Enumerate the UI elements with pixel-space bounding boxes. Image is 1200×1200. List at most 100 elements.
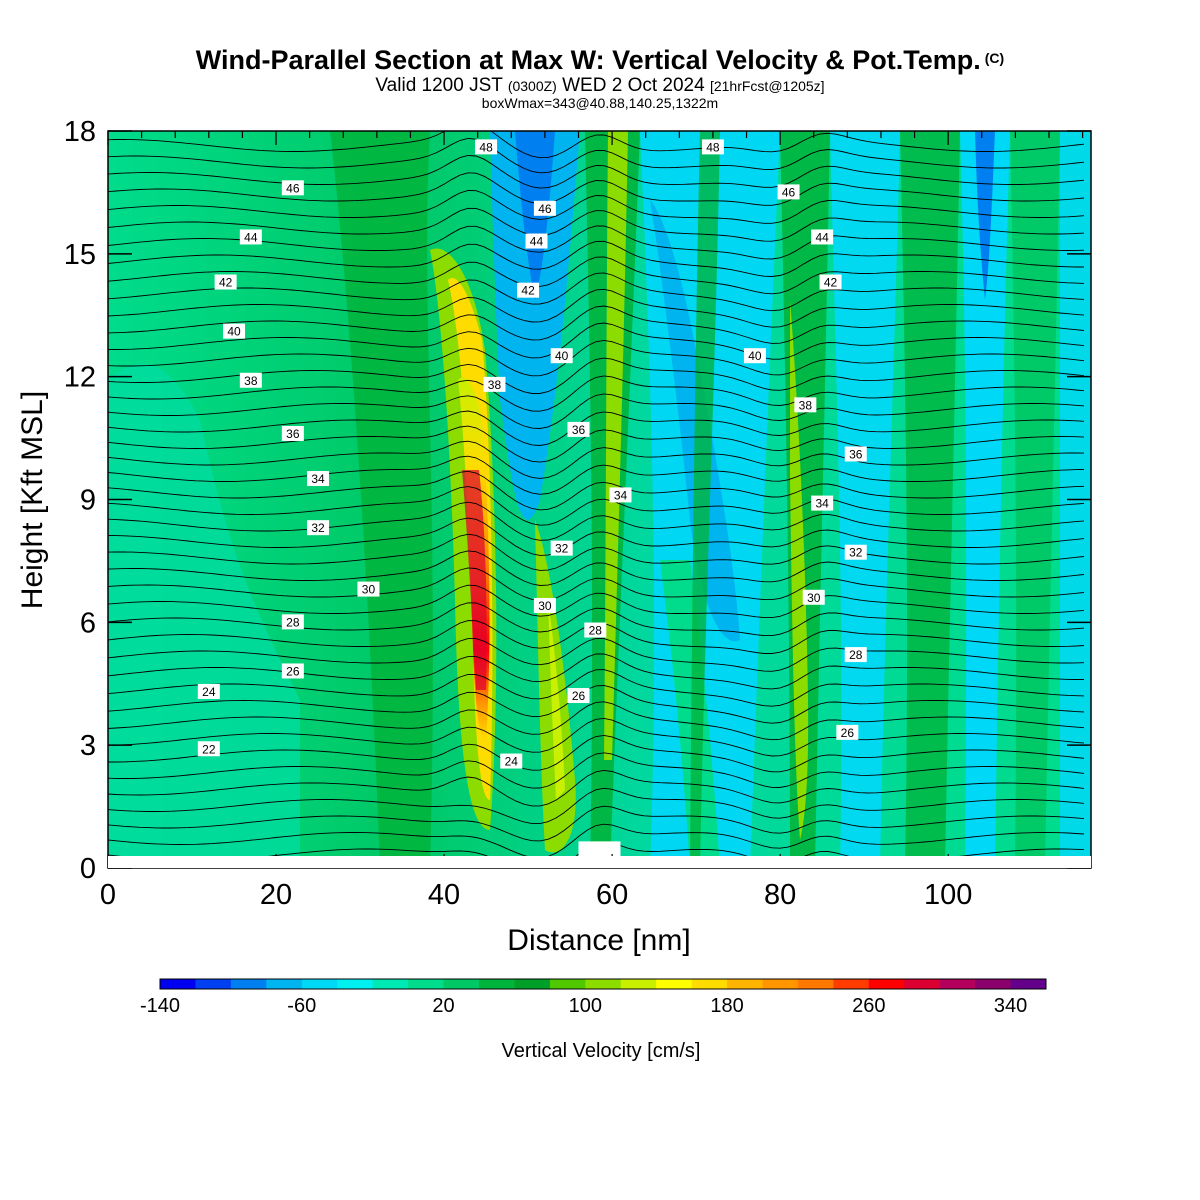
theta-label-box bbox=[307, 520, 330, 536]
theta-label: 48 bbox=[706, 140, 720, 154]
theta-label-box bbox=[811, 495, 834, 511]
theta-label: 24 bbox=[202, 685, 216, 699]
box-wmax-info: boxWmax=343@40.88,140.25,1322m bbox=[481, 95, 719, 111]
theta-label-box bbox=[844, 647, 867, 663]
theta-label: 46 bbox=[538, 202, 552, 216]
theta-isentrope-line bbox=[108, 137, 1085, 174]
theta-label: 34 bbox=[614, 488, 628, 502]
colorbar-swatch bbox=[727, 979, 763, 989]
title-block: Wind-Parallel Section at Max W: Vertical… bbox=[0, 42, 1200, 111]
colorbar-swatch bbox=[656, 979, 693, 989]
theta-isentrope-line bbox=[108, 410, 1085, 446]
theta-label-box bbox=[517, 282, 540, 298]
theta-label-box bbox=[281, 180, 304, 196]
theta-label-box bbox=[214, 274, 237, 290]
copyright-mark: (C) bbox=[984, 50, 1005, 66]
theta-isentrope-line bbox=[108, 225, 1085, 260]
x-tick-label: 0 bbox=[100, 879, 116, 911]
theta-label: 40 bbox=[227, 325, 241, 339]
theta-label-box bbox=[567, 688, 590, 704]
theta-label-box bbox=[811, 229, 834, 245]
theta-isentrope-line bbox=[108, 717, 1085, 757]
colorbar-tick-label: 340 bbox=[994, 995, 1027, 1017]
theta-label-box bbox=[844, 544, 867, 560]
colorbar-frame bbox=[159, 978, 1047, 990]
theta-label: 32 bbox=[849, 546, 863, 560]
theta-label-box bbox=[475, 139, 498, 155]
theta-label: 44 bbox=[530, 235, 544, 249]
theta-label: 24 bbox=[505, 755, 519, 769]
chart-title: Wind-Parallel Section at Max W: Vertical… bbox=[195, 45, 1005, 75]
y-tick-label: 18 bbox=[64, 116, 96, 148]
theta-isentrope-line bbox=[108, 425, 1085, 463]
vertical-velocity-field bbox=[108, 131, 1091, 868]
theta-isentrope-line bbox=[108, 339, 1085, 377]
colorbar-swatch bbox=[337, 979, 374, 989]
theta-label-box bbox=[197, 683, 220, 699]
theta-isentrope-line bbox=[108, 240, 1084, 277]
colorbar-swatch bbox=[904, 979, 941, 989]
theta-label: 36 bbox=[849, 447, 863, 461]
colorbar-swatch bbox=[975, 979, 1012, 989]
theta-isentrope-line bbox=[108, 288, 1085, 328]
theta-label-box bbox=[525, 233, 548, 249]
colorbar-swatch bbox=[301, 979, 338, 989]
theta-label: 36 bbox=[286, 427, 300, 441]
theta-label: 44 bbox=[244, 230, 258, 244]
theta-isentrope-line bbox=[108, 533, 1085, 571]
theta-isentrope-line bbox=[108, 567, 1085, 602]
colorbar: -140 -60 20 100 180 260 340 bbox=[140, 978, 1047, 1017]
colorbar-swatch bbox=[408, 979, 445, 989]
x-tick-label: 20 bbox=[260, 879, 292, 911]
theta-isentrope-line bbox=[108, 470, 1085, 511]
x-axis-label: Distance [nm] bbox=[507, 924, 690, 957]
theta-label-box bbox=[223, 323, 246, 339]
colorbar-swatch bbox=[585, 979, 622, 989]
theta-label: 28 bbox=[589, 624, 603, 638]
theta-isentrope-line bbox=[108, 256, 1085, 295]
theta-label-box bbox=[550, 540, 573, 556]
theta-label: 40 bbox=[748, 349, 762, 363]
theta-label: 34 bbox=[815, 497, 829, 511]
theta-label-box bbox=[307, 471, 330, 487]
theta-isentrope-line bbox=[108, 486, 1085, 526]
theta-isentrope-line bbox=[108, 190, 1085, 224]
theta-isentrope-line bbox=[108, 584, 1085, 619]
colorbar-tick-label: 100 bbox=[569, 995, 602, 1017]
theta-label: 32 bbox=[311, 521, 325, 535]
theta-label-box bbox=[701, 139, 724, 155]
theta-isentrope-line bbox=[108, 805, 1085, 842]
theta-isentrope-line bbox=[108, 322, 1085, 360]
theta-label: 42 bbox=[219, 275, 233, 289]
theta-label: 30 bbox=[362, 583, 376, 597]
theta-isentrope-line bbox=[108, 638, 1085, 672]
colorbar-swatch bbox=[266, 979, 303, 989]
colorbar-swatch bbox=[939, 979, 976, 989]
theta-label-box bbox=[836, 724, 859, 740]
theta-label: 46 bbox=[286, 181, 300, 195]
theta-label: 38 bbox=[799, 398, 813, 412]
theta-label-box bbox=[281, 614, 304, 630]
y-tick-label: 3 bbox=[80, 730, 96, 762]
colorbar-swatch bbox=[762, 979, 799, 989]
colorbar-label: Vertical Velocity [cm/s] bbox=[502, 1040, 701, 1062]
terrain-ground bbox=[108, 856, 1091, 868]
colorbar-swatch bbox=[372, 979, 409, 989]
theta-label: 38 bbox=[244, 374, 258, 388]
theta-label-box bbox=[584, 622, 607, 638]
theta-label: 46 bbox=[782, 185, 796, 199]
colorbar-swatch bbox=[230, 979, 267, 989]
theta-label: 48 bbox=[479, 140, 493, 154]
potential-temperature-contours bbox=[108, 131, 1085, 868]
y-tick-label: 0 bbox=[80, 853, 96, 885]
theta-contour-labels: 22 24 26 28 30 32 34 36 38 40 42 44 46 48 24 38 36 34 32 30… bbox=[197, 139, 867, 769]
theta-label: 30 bbox=[538, 599, 552, 613]
colorbar-tick-label: -60 bbox=[287, 995, 316, 1017]
theta-label-box bbox=[819, 274, 842, 290]
theta-label-box bbox=[777, 184, 800, 200]
theta-isentrope-line bbox=[108, 131, 1085, 159]
colorbar-tick-label: 180 bbox=[710, 995, 743, 1017]
x-tick-label: 60 bbox=[596, 879, 628, 911]
x-tick-label: 80 bbox=[764, 879, 796, 911]
